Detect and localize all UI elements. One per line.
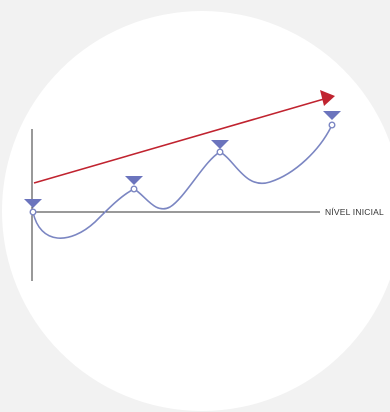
marker-triangle xyxy=(211,140,229,149)
progress-curve xyxy=(32,124,333,239)
marker-triangle xyxy=(323,111,341,120)
marker-dot xyxy=(216,148,224,156)
marker-triangle xyxy=(125,176,143,185)
trend-arrow-head xyxy=(320,90,335,106)
trend-arrow-line xyxy=(33,98,325,184)
marker-triangle xyxy=(24,199,42,208)
marker-start-peak xyxy=(24,199,42,216)
marker-peak-3 xyxy=(211,140,229,156)
marker-peak-2 xyxy=(125,176,143,193)
background-circle xyxy=(2,11,390,411)
marker-peak-4 xyxy=(323,111,341,129)
marker-dot xyxy=(29,208,37,216)
baseline-label: NÍVEL INICIAL xyxy=(325,207,384,217)
marker-dot xyxy=(130,185,138,193)
marker-dot xyxy=(328,121,336,129)
